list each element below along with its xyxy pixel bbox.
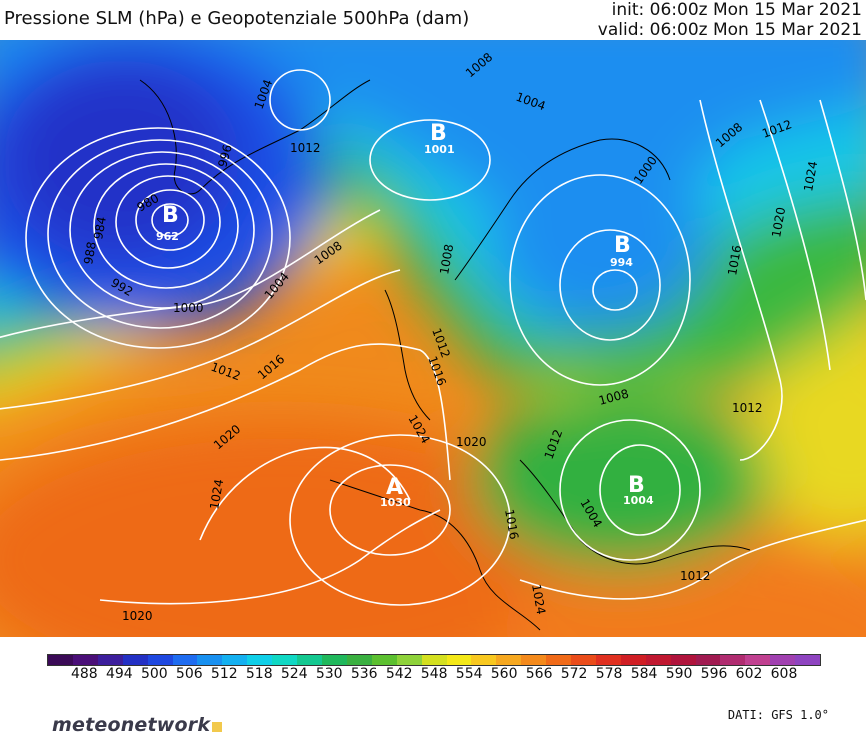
data-source: DATI: GFS 1.0° xyxy=(727,708,829,722)
valid-time: valid: 06:00z Mon 15 Mar 2021 xyxy=(597,20,862,40)
low-center-1004: B 1004 xyxy=(623,473,654,507)
run-info: init: 06:00z Mon 15 Mar 2021 valid: 06:0… xyxy=(598,0,862,40)
colorbar-swatch xyxy=(695,655,721,665)
low-center-1001: B 1001 xyxy=(424,121,455,156)
pressure-center-letter: B xyxy=(614,233,631,258)
colorbar-swatch xyxy=(770,655,796,665)
colorbar-swatch xyxy=(471,655,497,665)
colorbar-swatch xyxy=(521,655,547,665)
init-time: init: 06:00z Mon 15 Mar 2021 xyxy=(611,0,862,20)
colorbar-swatch xyxy=(48,655,73,665)
colorbar-swatch xyxy=(321,655,347,665)
colorbar-tick-label: 530 xyxy=(315,666,343,682)
colorbar-swatch xyxy=(571,655,596,665)
colorbar-tick-label: 536 xyxy=(350,666,378,682)
isobar-label: 1016 xyxy=(502,508,521,541)
geopotential-colorbar xyxy=(47,654,821,666)
colorbar-tick-label: 518 xyxy=(245,666,273,682)
logo-square xyxy=(212,722,223,732)
colorbar-tick-label: 608 xyxy=(770,666,798,682)
colorbar-tick-label: 560 xyxy=(490,666,518,682)
colorbar-swatch xyxy=(122,655,148,665)
pressure-center-letter: B xyxy=(162,203,179,228)
isobar-label: 1020 xyxy=(122,609,153,623)
isobar-label: 1012 xyxy=(680,569,711,583)
logo-text: meteonetwork xyxy=(52,714,211,736)
colorbar-swatch xyxy=(272,655,298,665)
isobar-label: 1008 xyxy=(437,243,456,276)
colorbar-swatch xyxy=(546,655,572,665)
pressure-center-value: 1001 xyxy=(424,143,455,156)
map-title: Pressione SLM (hPa) e Geopotenziale 500h… xyxy=(4,8,470,29)
colorbar-swatch xyxy=(645,655,671,665)
pressure-center-value: 1030 xyxy=(380,496,411,509)
colorbar-tick-label: 500 xyxy=(140,666,168,682)
meteonetwork-logo: meteonetwork xyxy=(52,714,223,736)
colorbar-tick-label: 494 xyxy=(105,666,133,682)
pressure-center-value: 962 xyxy=(156,230,179,243)
isobar-label: 1024 xyxy=(529,583,548,616)
colorbar-swatch xyxy=(172,655,198,665)
colorbar-swatch xyxy=(496,655,522,665)
colorbar-tick-label: 578 xyxy=(595,666,623,682)
isobar-label: 1020 xyxy=(769,206,788,239)
colorbar-swatch xyxy=(421,655,447,665)
colorbar-tick-label: 524 xyxy=(280,666,308,682)
colorbar-tick-label: 488 xyxy=(70,666,98,682)
colorbar-swatch xyxy=(371,655,397,665)
colorbar-tick-label: 596 xyxy=(700,666,728,682)
colorbar-swatch xyxy=(745,655,771,665)
colorbar-swatch xyxy=(720,655,746,665)
colorbar-swatch xyxy=(147,655,173,665)
isobar-label: 996 xyxy=(215,143,234,169)
colorbar-swatch xyxy=(620,655,646,665)
isobar-label: 988 xyxy=(81,241,99,266)
isobar-label: 1024 xyxy=(801,160,820,193)
low-center-962: B 962 xyxy=(156,203,179,243)
coastlines xyxy=(139,79,751,631)
colorbar-tick-label: 572 xyxy=(560,666,588,682)
isobar-label: 1012 xyxy=(290,141,321,155)
colorbar-tick-labels: 488 494 500 506 512 518 524 530 536 542 548 554 560 5… xyxy=(47,666,819,684)
isobar-label: 1012 xyxy=(732,401,763,415)
colorbar-tick-label: 554 xyxy=(455,666,483,682)
isobar-label: 1020 xyxy=(456,435,487,449)
low-center-994: B 994 xyxy=(610,233,633,269)
colorbar-tick-label: 548 xyxy=(420,666,448,682)
isobar-label: 1024 xyxy=(207,478,226,511)
colorbar-swatch xyxy=(446,655,472,665)
pressure-center-letter: A xyxy=(386,475,403,500)
isobar-label: 1016 xyxy=(725,244,744,277)
colorbar-tick-label: 602 xyxy=(735,666,763,682)
pressure-center-value: 994 xyxy=(610,256,633,269)
colorbar-tick-label: 506 xyxy=(175,666,203,682)
pressure-center-letter: B xyxy=(430,121,447,146)
colorbar-tick-label: 542 xyxy=(385,666,413,682)
isobars xyxy=(0,69,866,606)
colorbar-tick-label: 584 xyxy=(630,666,658,682)
isobar-label: 1000 xyxy=(173,301,204,315)
colorbar-swatch xyxy=(670,655,696,665)
colorbar-swatch xyxy=(346,655,372,665)
colorbar-swatch xyxy=(197,655,223,665)
colorbar-tick-label: 590 xyxy=(665,666,693,682)
pressure-center-letter: B xyxy=(628,473,645,498)
colorbar-swatch xyxy=(97,655,123,665)
colorbar-swatch xyxy=(396,655,422,665)
colorbar-swatch xyxy=(222,655,248,665)
colorbar-swatch xyxy=(72,655,98,665)
isobar-label: 984 xyxy=(91,216,109,241)
high-center-1030: A 1030 xyxy=(380,475,411,509)
colorbar-swatch xyxy=(795,655,821,665)
colorbar-swatch xyxy=(297,655,322,665)
colorbar-swatch xyxy=(247,655,273,665)
colorbar-tick-label: 512 xyxy=(210,666,238,682)
geopotential-field: 1004 996 980 984 988 992 1000 1012 1008 … xyxy=(0,40,866,637)
weather-map: 1004 996 980 984 988 992 1000 1012 1008 … xyxy=(0,40,866,637)
colorbar-tick-label: 566 xyxy=(525,666,553,682)
pressure-center-value: 1004 xyxy=(623,494,654,507)
pressure-centers: B 962 B 1001 B 994 A 1030 B 1004 xyxy=(156,121,654,509)
colorbar-swatch xyxy=(595,655,621,665)
